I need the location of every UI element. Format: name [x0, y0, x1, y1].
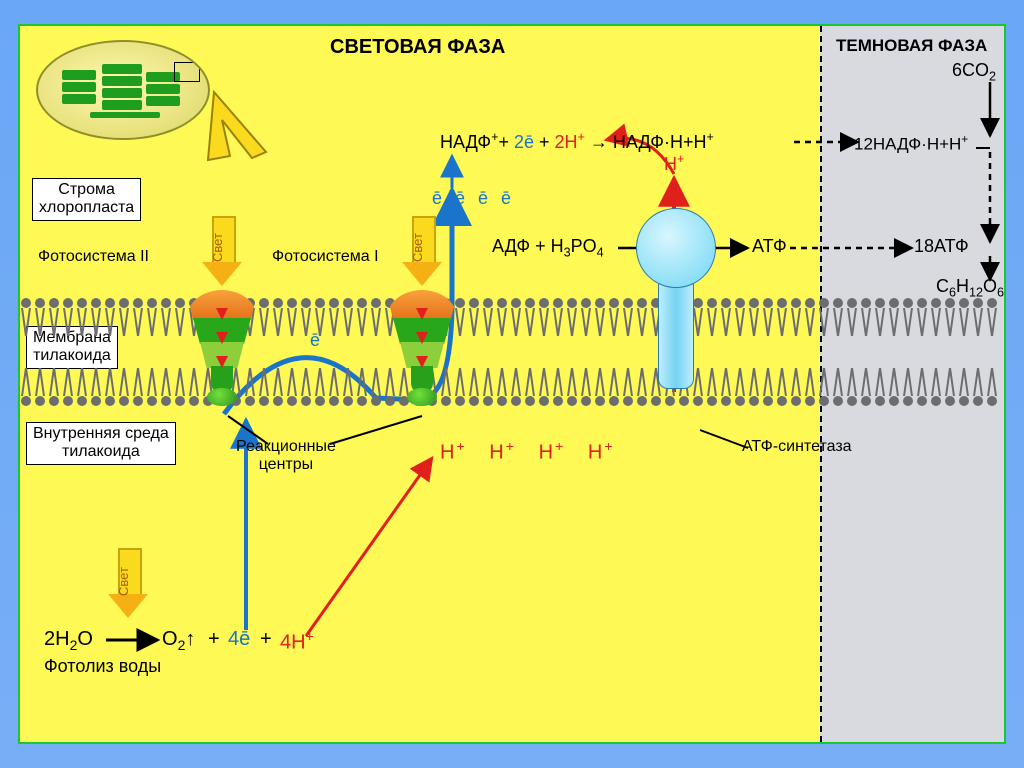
dark-12nadph: 12НАДФ·H+H+ — [854, 132, 968, 155]
photolysis-plus1: + — [208, 628, 220, 651]
photolysis-plus2: + — [260, 628, 272, 651]
photosystem-ii — [186, 290, 258, 400]
hplus-row: H+ H+ H+ H+ — [440, 438, 615, 465]
dark-18atp: 18АТФ — [914, 236, 969, 257]
electron-row: ē ē ē ē — [432, 188, 515, 209]
dark-6co2: 6CO2 — [952, 60, 996, 84]
svet-label-photolysis: Свет — [116, 567, 131, 596]
psii-label: Фотосистема II — [38, 248, 149, 266]
stroma-label: Строма хлоропласта — [32, 178, 141, 221]
lumen-label: Внутренняя среда тилакоида — [26, 422, 176, 465]
reaction-centers-label: Реакционные центры — [236, 438, 336, 474]
photolysis-caption: Фотолиз воды — [44, 656, 161, 677]
light-phase-title: СВЕТОВАЯ ФАЗА — [330, 36, 505, 59]
photolysis-o2: O2↑ — [162, 628, 195, 653]
atp-synthase — [636, 208, 714, 388]
photolysis-4e: 4ē — [228, 628, 250, 651]
dark-phase-title: ТЕМНОВАЯ ФАЗА — [836, 36, 987, 56]
h-top-single: H+ — [664, 152, 684, 175]
psi-label: Фотосистема I — [272, 248, 379, 266]
svet-label-ps1: Свет — [410, 233, 425, 262]
atp-synthase-label: АТФ-синтетаза — [742, 438, 852, 456]
dark-glucose: C6H12O6 — [936, 276, 1004, 300]
atp-product: АТФ — [752, 236, 787, 257]
chloroplast-inset — [36, 40, 210, 140]
svet-label-ps2: Свет — [210, 233, 225, 262]
photolysis-2h2o: 2H2O — [44, 628, 93, 653]
photosystem-i — [386, 290, 458, 400]
nadp-equation: НАДФ++ 2ē + 2H+ → НАДФ·H+H+ — [440, 130, 714, 153]
photolysis-4h: 4H+ — [280, 628, 314, 655]
adp-equation: АДФ + H3PO4 — [492, 236, 604, 260]
diagram-canvas: СВЕТОВАЯ ФАЗА ТЕМНОВАЯ ФАЗА — [0, 0, 1024, 768]
